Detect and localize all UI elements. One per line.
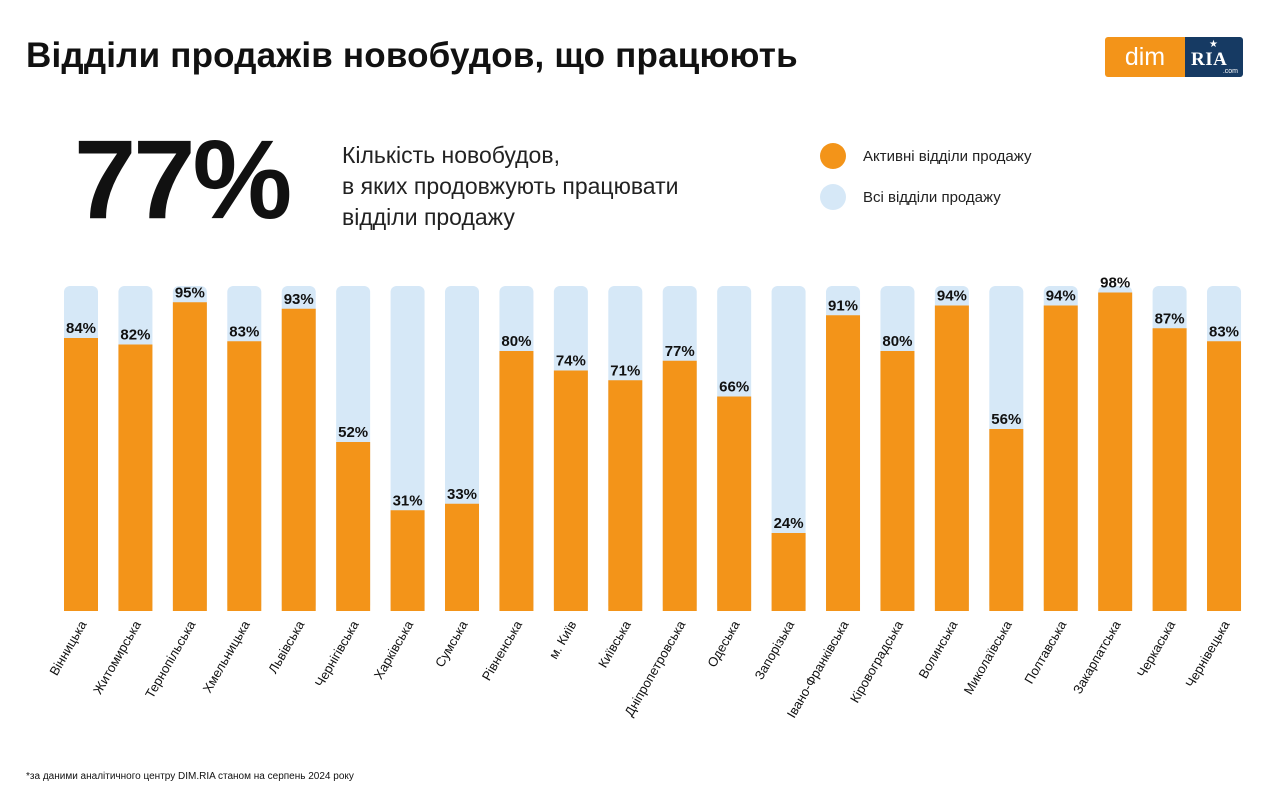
data-label: 31% <box>393 492 423 509</box>
data-label: 95% <box>175 284 205 301</box>
bar-active <box>1207 341 1242 611</box>
data-label: 66% <box>719 379 749 396</box>
bar-active <box>771 533 806 611</box>
page-title: Відділи продажів новобудов, що працюють <box>26 36 798 75</box>
category-label: Житомирська <box>90 617 144 696</box>
data-label: 56% <box>991 411 1021 428</box>
data-label: 74% <box>556 353 586 370</box>
bar-all <box>771 286 806 611</box>
bar-active <box>989 429 1024 611</box>
bar-active <box>553 370 588 611</box>
bar-active <box>1152 328 1187 611</box>
data-label: 82% <box>120 327 150 344</box>
data-label: 83% <box>1209 323 1239 340</box>
legend-label-all: Всі відділи продажу <box>863 188 1001 206</box>
category-label: Закарпатська <box>1070 617 1124 696</box>
data-label: 91% <box>828 297 858 314</box>
bar-active <box>1098 292 1133 611</box>
headline-description: Кількість новобудов, в яких продовжують … <box>342 140 772 233</box>
headline-percentage: 77% <box>74 117 292 242</box>
bar-active <box>390 510 425 611</box>
bar-active <box>1043 305 1078 611</box>
bar-active <box>499 351 534 611</box>
data-label: 80% <box>501 333 531 350</box>
legend-item-all: Всі відділи продажу <box>820 183 1031 211</box>
data-label: 84% <box>66 320 96 337</box>
data-label: 77% <box>665 343 695 360</box>
category-label: Волинська <box>915 617 960 681</box>
bar-active <box>880 351 915 611</box>
category-label: м. Київ <box>546 618 580 662</box>
category-label: Миколаївська <box>961 617 1016 697</box>
bar-active <box>826 315 861 611</box>
data-label: 24% <box>774 515 804 532</box>
bar-active <box>227 341 262 611</box>
data-label: 52% <box>338 424 368 441</box>
data-label: 83% <box>229 323 259 340</box>
category-label: Хмельницька <box>200 617 254 695</box>
dim-ria-logo[interactable]: dim ★ RIA .com <box>1105 37 1243 77</box>
category-label: Запорізька <box>751 617 797 682</box>
description-line: відділи продажу <box>342 204 515 230</box>
category-label: Дніпропетровська <box>621 617 688 719</box>
ria-logo-part: ★ RIA .com <box>1185 37 1243 77</box>
category-label: Кіровоградська <box>847 617 906 705</box>
chart-legend: Активні відділи продажу Всі відділи прод… <box>820 142 1031 224</box>
data-label: 71% <box>610 362 640 379</box>
star-icon: ★ <box>1209 39 1218 50</box>
legend-label-active: Активні відділи продажу <box>863 147 1032 165</box>
bar-active <box>336 442 371 611</box>
description-line: в яких продовжують працювати <box>342 173 679 199</box>
category-label: Чернівецька <box>1182 617 1233 690</box>
bar-active <box>281 308 316 611</box>
legend-swatch-all <box>820 184 846 210</box>
category-label: Тернопільська <box>142 617 199 700</box>
category-label: Івано-Франківська <box>784 617 852 720</box>
bar-active <box>445 503 480 611</box>
category-label: Чернігівська <box>312 617 362 689</box>
category-label: Харківська <box>371 617 417 681</box>
data-label: 94% <box>1046 288 1076 305</box>
dim-logo-part: dim <box>1105 37 1185 77</box>
category-label: Львівська <box>265 617 308 676</box>
category-label: Одеська <box>704 617 743 669</box>
bar-active <box>662 360 697 611</box>
description-line: Кількість новобудов, <box>342 142 560 168</box>
data-label: 98% <box>1100 275 1130 292</box>
ria-logo-suffix: .com <box>1222 68 1238 75</box>
bar-active <box>118 344 153 611</box>
bar-active <box>608 380 643 611</box>
bar-chart: 84% Вінницька 82% Житомирська 95% Тернопільсь… <box>46 275 1242 720</box>
legend-item-active: Активні відділи продажу <box>820 142 1031 170</box>
bar-active <box>717 396 752 611</box>
category-label: Рівненська <box>479 617 526 683</box>
bar-active <box>934 305 969 611</box>
data-label: 33% <box>447 486 477 503</box>
bar-active <box>172 302 207 611</box>
footnote: *за даними аналітичного центру DIM.RIA с… <box>26 771 354 782</box>
category-label: Вінницька <box>46 617 90 678</box>
category-label: Полтавська <box>1021 617 1069 686</box>
data-label: 80% <box>882 333 912 350</box>
bar-active <box>64 338 98 611</box>
category-label: Київська <box>595 617 634 670</box>
category-label: Черкаська <box>1134 617 1179 680</box>
ria-logo-word: RIA <box>1191 49 1228 70</box>
data-label: 93% <box>284 291 314 308</box>
category-label: Сумська <box>432 617 471 669</box>
data-label: 87% <box>1155 310 1185 327</box>
legend-swatch-active <box>820 143 846 169</box>
data-label: 94% <box>937 288 967 305</box>
